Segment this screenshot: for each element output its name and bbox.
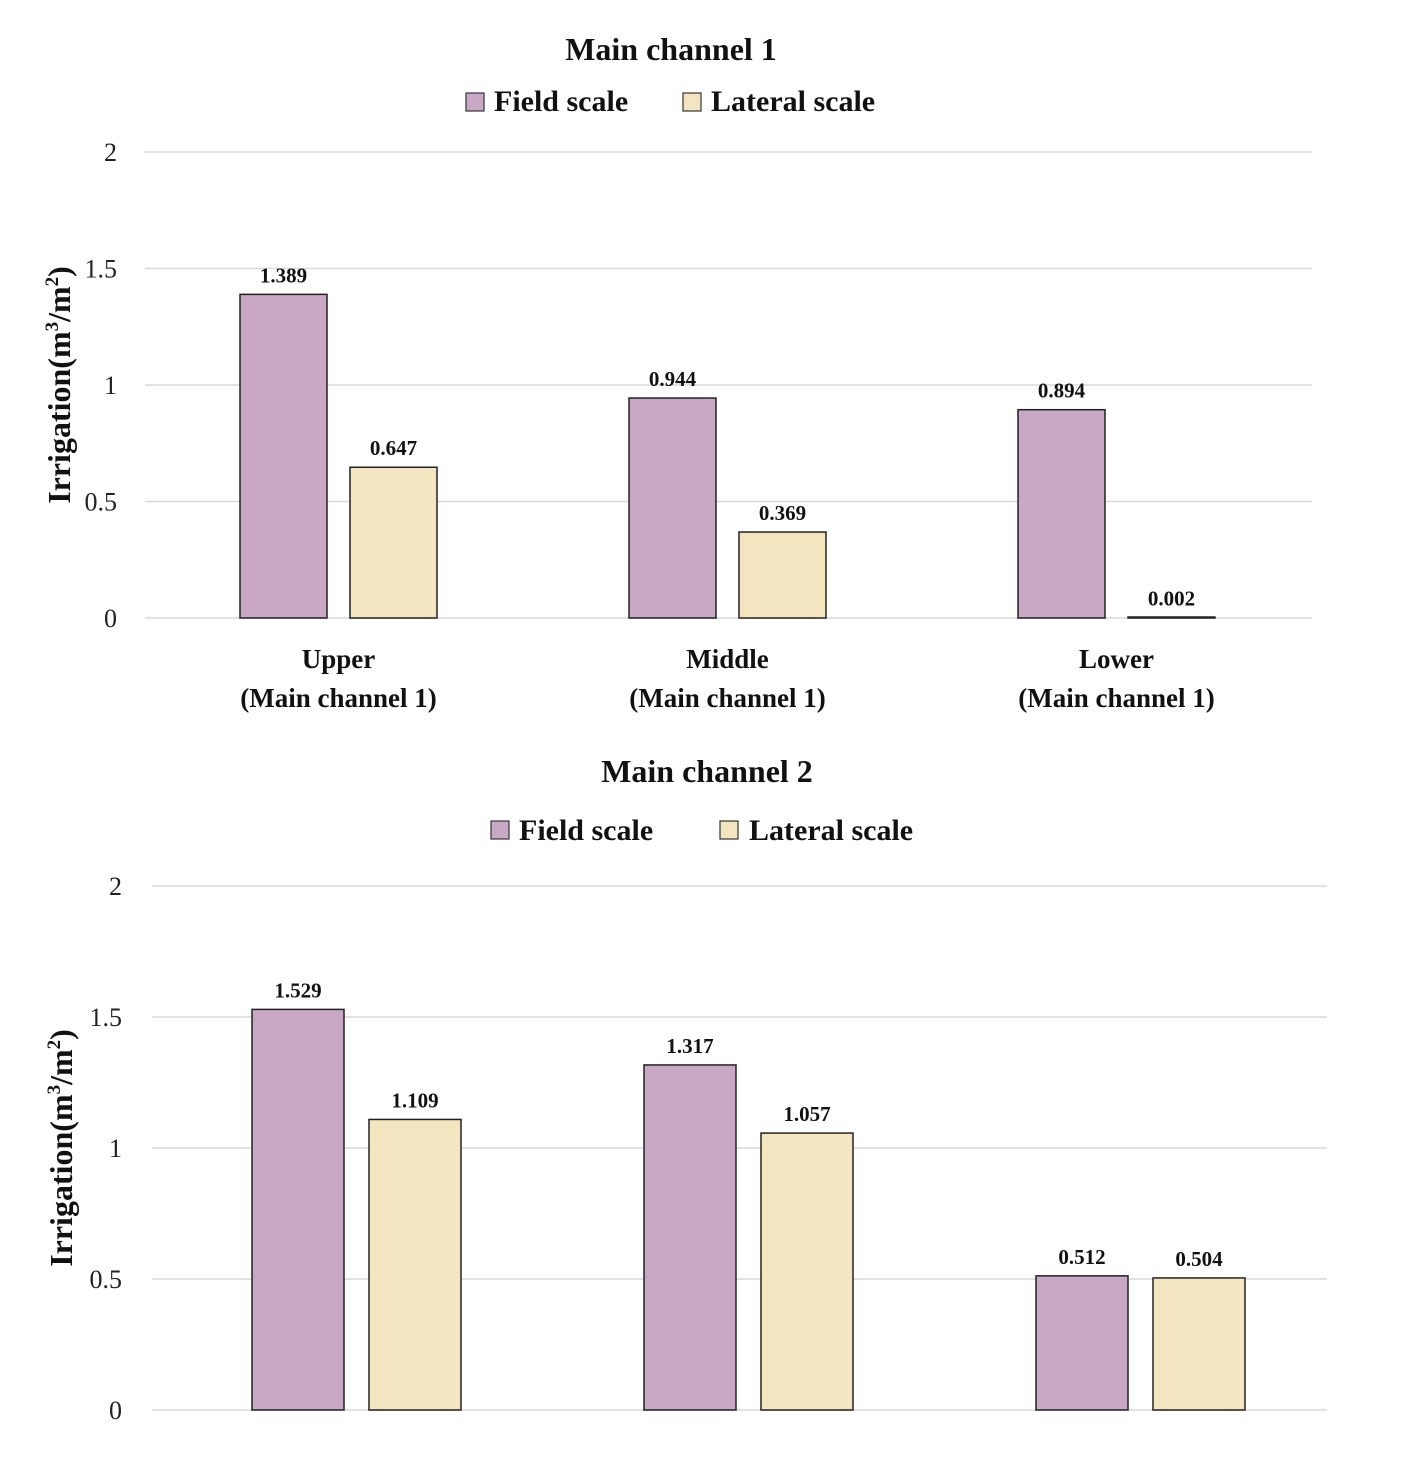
data-label: 0.369 <box>759 501 806 525</box>
bar-field-scale[interactable] <box>1017 408 1106 619</box>
legend-swatch-lateral <box>682 92 702 112</box>
data-label: 0.504 <box>1175 1247 1223 1271</box>
y-tick-label: 1 <box>104 371 117 400</box>
bar-lateral-scale[interactable] <box>349 466 438 619</box>
bars <box>251 1008 1246 1411</box>
legend-item-field-scale[interactable]: Field scale <box>490 814 653 847</box>
x-tick-label: Lower <box>1079 644 1154 674</box>
chart-title: Main channel 1 <box>565 31 777 67</box>
legend-swatch-field <box>490 820 510 840</box>
y-tick-label: 0.5 <box>90 1265 123 1294</box>
legend-label: Field scale <box>494 85 628 118</box>
data-label: 1.109 <box>391 1088 438 1112</box>
chart-title: Main channel 2 <box>601 753 813 789</box>
bars <box>239 293 1216 619</box>
bar-lateral-scale[interactable] <box>760 1132 854 1411</box>
chart-main-channel-2: Main channel 2 Field scale Lateral scale… <box>43 753 1327 1425</box>
bar-lateral-scale[interactable] <box>738 531 827 619</box>
x-tick-label: (Main channel 1) <box>1018 683 1215 713</box>
data-label: 0.512 <box>1058 1245 1105 1269</box>
y-tick-label: 0 <box>104 604 117 633</box>
gridlines <box>145 151 1312 619</box>
bar-lateral-scale[interactable] <box>368 1118 462 1411</box>
legend-label: Lateral scale <box>711 85 875 118</box>
data-labels: 1.529 1.317 0.512 1.109 1.057 0.504 <box>274 978 1223 1271</box>
legend-item-lateral-scale[interactable]: Lateral scale <box>719 814 913 847</box>
legend: Field scale Lateral scale <box>465 85 875 118</box>
y-axis-label: Irrigation(m3/m2) <box>41 266 77 504</box>
legend-item-lateral-scale[interactable]: Lateral scale <box>682 85 875 118</box>
bar-field-scale[interactable] <box>643 1064 737 1411</box>
bar-field-scale[interactable] <box>1035 1275 1129 1411</box>
legend-swatch-field <box>465 92 485 112</box>
gridlines <box>152 885 1327 1411</box>
y-tick-label: 2 <box>109 872 122 901</box>
data-label: 0.894 <box>1038 379 1086 403</box>
y-axis-ticks: 0 0.5 1 1.5 2 <box>90 872 123 1425</box>
data-label: 1.529 <box>274 978 321 1002</box>
y-tick-label: 0 <box>109 1396 122 1425</box>
legend-label: Field scale <box>519 814 653 847</box>
x-tick-label: (Main channel 1) <box>240 683 437 713</box>
bar-field-scale[interactable] <box>239 293 328 619</box>
data-label: 0.002 <box>1148 587 1195 611</box>
legend-item-field-scale[interactable]: Field scale <box>465 85 628 118</box>
x-tick-label: Upper <box>302 644 376 674</box>
data-label: 1.317 <box>666 1034 713 1058</box>
legend: Field scale Lateral scale <box>490 814 913 847</box>
bar-field-scale[interactable] <box>628 397 717 619</box>
chart-main-channel-1: Main channel 1 Field scale Lateral scale… <box>41 31 1312 713</box>
y-axis-ticks: 0 0.5 1 1.5 2 <box>85 138 118 633</box>
x-tick-label: Middle <box>686 644 769 674</box>
y-tick-label: 1.5 <box>85 255 118 284</box>
data-label: 1.057 <box>783 1102 830 1126</box>
data-labels: 1.389 0.944 0.894 0.647 0.369 0.002 <box>260 263 1195 610</box>
y-tick-label: 2 <box>104 138 117 167</box>
bar-lateral-scale[interactable] <box>1152 1277 1246 1411</box>
bar-lateral-scale[interactable] <box>1127 616 1216 619</box>
y-axis-label: Irrigation(m3/m2) <box>43 1029 79 1267</box>
y-tick-label: 0.5 <box>85 488 118 517</box>
y-tick-label: 1.5 <box>90 1003 123 1032</box>
legend-label: Lateral scale <box>749 814 913 847</box>
x-axis-labels: Upper (Main channel 1) Middle (Main channel… <box>240 644 1215 713</box>
data-label: 0.647 <box>370 436 417 460</box>
x-tick-label: (Main channel 1) <box>629 683 826 713</box>
data-label: 0.944 <box>649 367 697 391</box>
bar-field-scale[interactable] <box>251 1008 345 1411</box>
legend-swatch-lateral <box>719 820 739 840</box>
y-tick-label: 1 <box>109 1134 122 1163</box>
data-label: 1.389 <box>260 263 307 287</box>
